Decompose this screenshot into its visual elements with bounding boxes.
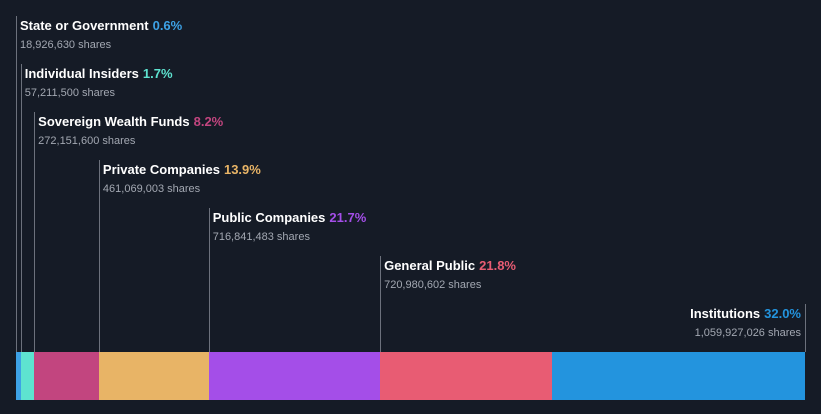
label-public-companies: Public Companies 21.7% 716,841,483 shares — [213, 210, 367, 243]
label-state-or-government: State or Government 0.6% 18,926,630 shares — [20, 18, 182, 51]
category-name: State or Government — [20, 18, 149, 33]
category-name: Individual Insiders — [24, 66, 139, 81]
leader-line-private-companies — [98, 160, 100, 352]
share-count: 461,069,003 shares — [102, 183, 201, 195]
percent-label: 8.2% — [193, 114, 224, 129]
leader-line-public-companies — [208, 208, 210, 352]
bar-segment-general-public — [380, 352, 553, 400]
leader-line-sovereign-wealth-funds — [34, 112, 36, 352]
label-private-companies: Private Companies 13.9% 461,069,003 shares — [103, 162, 261, 195]
label-sovereign-wealth-funds: Sovereign Wealth Funds 8.2% 272,151,600 sh… — [38, 114, 223, 147]
percent-label: 32.0% — [764, 306, 801, 321]
leader-line-state-or-government — [16, 16, 17, 352]
category-name: Institutions — [690, 306, 761, 321]
leader-line-individual-insiders — [20, 64, 22, 352]
share-count: 18,926,630 shares — [20, 39, 112, 51]
percent-label: 21.8% — [479, 258, 516, 273]
percent-label: 0.6% — [152, 18, 183, 33]
bar-segment-sovereign-wealth-funds — [34, 352, 99, 400]
category-name: General Public — [384, 258, 476, 273]
category-name: Sovereign Wealth Funds — [38, 114, 190, 129]
bar-segment-state-or-government — [16, 352, 21, 400]
category-name: Private Companies — [102, 162, 220, 177]
percent-label: 1.7% — [142, 66, 173, 81]
share-count: 716,841,483 shares — [212, 231, 310, 243]
leader-line-institutions — [805, 304, 806, 352]
share-count: 720,980,602 shares — [384, 279, 482, 291]
share-count: 272,151,600 shares — [38, 135, 136, 147]
bar-segment-public-companies — [208, 352, 381, 400]
percent-label: 13.9% — [223, 162, 261, 177]
bar-segment-private-companies — [98, 352, 209, 400]
label-institutions: Institutions 32.0% 1,059,927,026 shares — [690, 306, 801, 339]
share-count: 1,059,927,026 shares — [694, 327, 801, 339]
label-individual-insiders: Individual Insiders 1.7% 57,211,500 shares — [25, 66, 173, 99]
share-count: 57,211,500 shares — [24, 87, 116, 99]
bar-segment-individual-insiders — [20, 352, 35, 400]
label-general-public: General Public 21.8% 720,980,602 shares — [384, 258, 516, 291]
category-name: Public Companies — [212, 210, 326, 225]
leader-line-general-public — [380, 256, 382, 352]
bar-segment-institutions — [552, 352, 805, 400]
percent-label: 21.7% — [329, 210, 367, 225]
